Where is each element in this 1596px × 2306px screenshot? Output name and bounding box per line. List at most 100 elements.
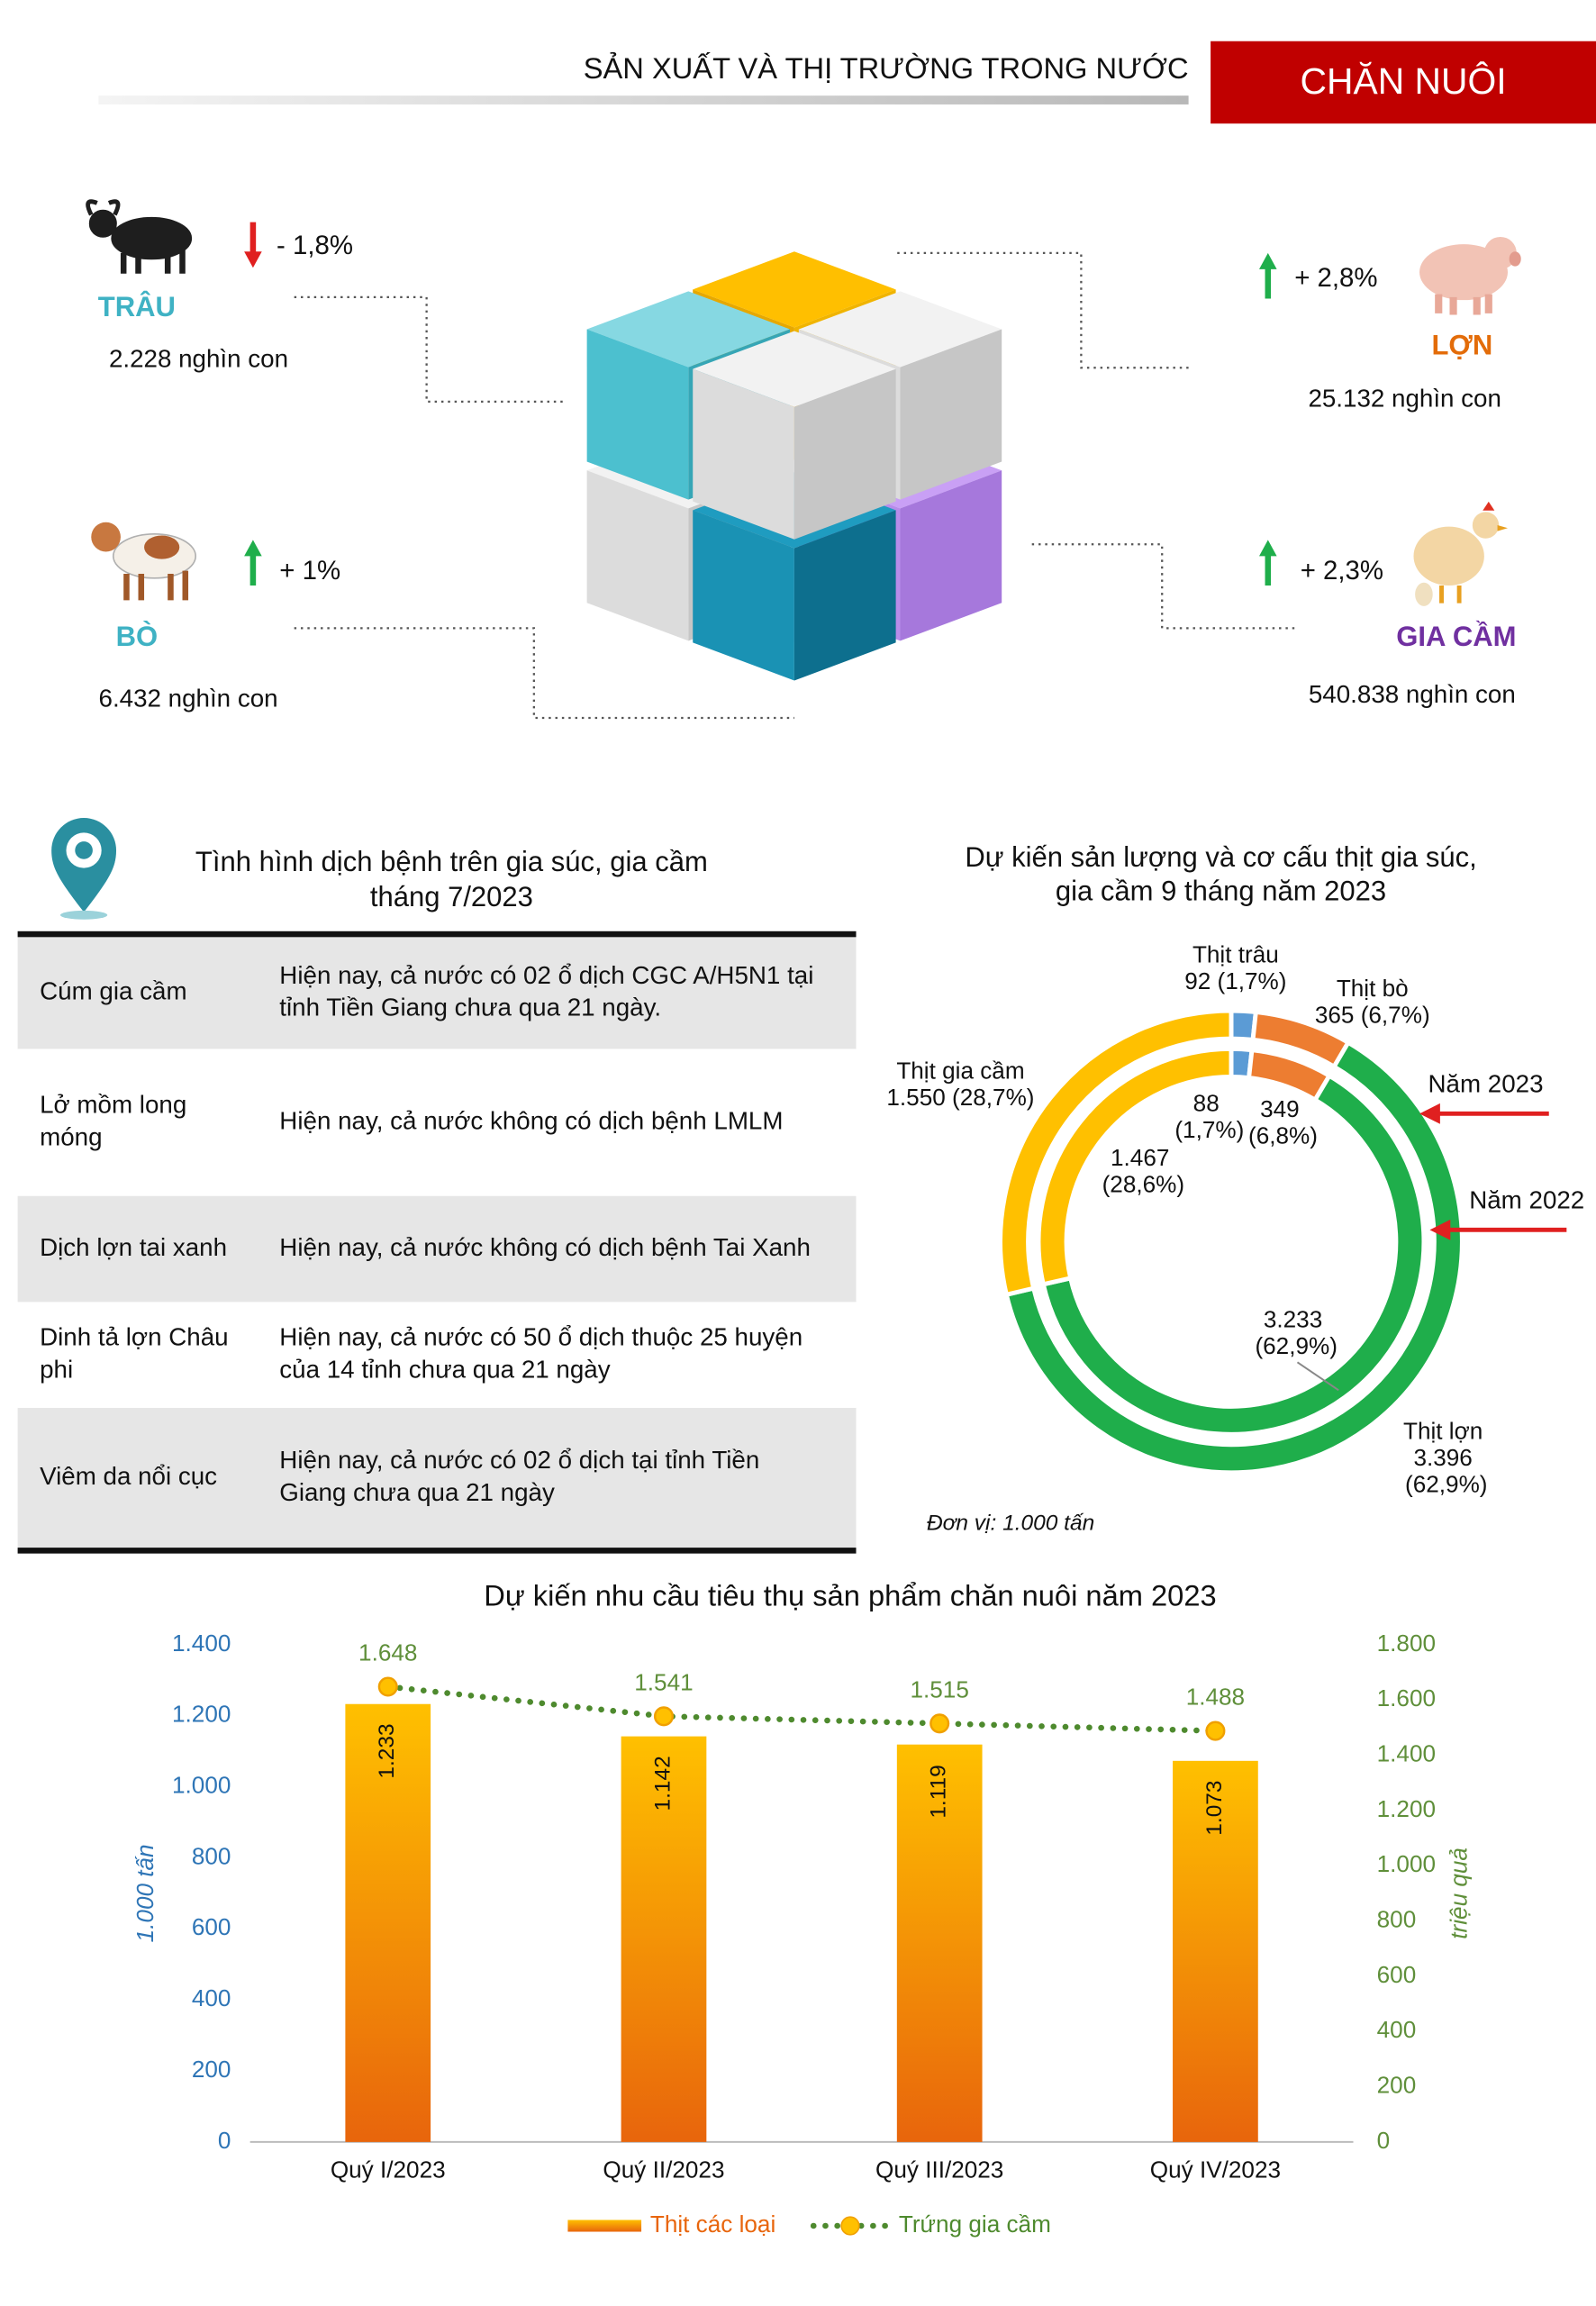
tick-label: 400 [1377,2016,1417,2043]
line-marker [377,1676,398,1697]
y2-axis-label: triệu quả [1446,1848,1473,1939]
legend-swatch [567,2220,642,2232]
line-value-label: 1.648 [358,1639,417,1666]
tick-label: 1.800 [1377,1630,1436,1657]
connector [1029,543,1295,630]
table-title: tháng 7/2023 [370,881,533,912]
animal-name: GIA CẦM [1396,621,1516,652]
table-rule [17,1548,857,1554]
disease-status: Hiện nay, cả nước có 02 ổ dịch CGC A/H5N… [279,961,813,989]
table-row-bg [17,1407,857,1548]
tick-label: 1.400 [1377,1739,1436,1766]
bar-value-label: 1.142 [650,1756,675,1811]
disease-name: Viêm da nổi cục [40,1462,217,1490]
disease-status: của 14 tỉnh chưa qua 21 ngày [279,1355,610,1383]
tick-label: 800 [192,1842,231,1869]
location-icon [51,818,117,920]
livestock-panel: - 1,8% TRÂU 2.228 nghìn con + 2,8% LỢN 25.132… [98,222,1516,713]
bar [896,1744,983,2142]
disease-status: Hiện nay, cả nước không có dịch bệnh LML… [279,1106,783,1134]
donut-segment [1040,1072,1427,1437]
table-rule [17,931,857,938]
tick-label: 200 [192,2056,231,2083]
disease-name: móng [40,1122,102,1150]
x-tick-label: Quý IV/2023 [1150,2156,1281,2183]
section-banner [1211,41,1596,124]
change-label: - 1,8% [277,231,353,260]
animal-name: TRÂU [98,290,176,322]
disease-name: Lở mồm long [40,1090,186,1118]
legend-label: Thịt các loại [650,2211,775,2238]
connector [897,251,1189,369]
connector [294,295,564,403]
legend-marker [840,2216,860,2236]
bar-value-label: 1.233 [375,1723,399,1778]
cube-face [900,470,1002,641]
animal-name: BÒ [116,620,159,652]
animal-count: 2.228 nghìn con [109,344,288,372]
trend-arrow-head [244,251,262,268]
cube-face [693,510,794,681]
donut-segment [998,1008,1234,1298]
tick-label: 200 [1377,2071,1417,2098]
disease-name: Cúm gia cầm [40,977,186,1005]
value-label: 365 (6,7%) [1315,1001,1430,1028]
unit-note: Đơn vị: 1.000 tấn [927,1511,1094,1535]
line-value-label: 1.541 [634,1668,693,1695]
change-label: + 2,3% [1301,556,1383,586]
tick-label: 1.000 [1377,1850,1436,1877]
animal-count: 6.432 nghìn con [99,685,278,713]
header-rule [98,95,1189,104]
bar [1173,1760,1258,2142]
bar [621,1736,707,2142]
table-row-bg [17,937,857,1049]
buffalo-icon [86,199,193,274]
category-label: Thịt trâu [1192,940,1279,967]
tick-label: 0 [218,2127,231,2154]
disease-status: Hiện nay, cả nước có 50 ổ dịch thuộc 25 … [279,1323,803,1351]
disease-table: Tình hình dịch bệnh trên gia súc, gia cầ… [17,846,857,1554]
disease-status: Hiện nay, cả nước không có dịch bệnh Tai… [279,1233,811,1261]
x-tick-label: Quý III/2023 [875,2156,1003,2183]
bar [345,1703,431,2142]
change-label: + 1% [279,556,340,586]
animal-count: 25.132 nghìn con [1308,385,1501,413]
ring-arrow-head [1429,1219,1451,1240]
chart-title: gia cầm 9 tháng năm 2023 [1056,876,1386,907]
disease-status: Hiện nay, cả nước có 02 ổ dịch tại tỉnh … [279,1446,759,1474]
cube-face [793,368,896,540]
bar-value-label: 1.073 [1202,1780,1227,1835]
value-label: 92 (1,7%) [1184,967,1286,994]
cube-face [693,331,896,407]
category-label: Thịt gia cầm [896,1057,1024,1084]
bar-value-label: 1.119 [927,1765,951,1818]
category-label: Thịt lợn [1403,1418,1483,1445]
category-label: Thịt bò [1337,975,1409,1002]
value-label: 3.233 (62,9%) [1248,1305,1338,1358]
value-label: 349 (6,8%) [1242,1095,1318,1148]
value-label: 3.396 (62,9%) [1399,1444,1488,1497]
tick-label: 0 [1377,2127,1391,2154]
animal-count: 540.838 nghìn con [1309,680,1516,708]
ring-arrow-head [1419,1103,1440,1124]
cube-face [900,329,1002,500]
tick-label: 1.200 [172,1701,231,1728]
value-label: 1.467 (28,6%) [1095,1144,1184,1197]
line [385,1684,1219,1734]
cube-graphic [586,251,1002,681]
disease-name: phi [40,1355,73,1383]
disease-status: Giang chưa qua 21 ngày [279,1478,555,1506]
table-row-bg [17,1195,857,1303]
combo-chart: Dự kiến nhu cầu tiêu thụ sản phẩm chăn n… [131,1578,1472,2238]
tick-label: 800 [1377,1905,1417,1932]
tick-label: 1.600 [1377,1684,1436,1711]
line-marker [929,1713,950,1734]
cube-face [793,510,896,681]
animal-name: LỢN [1431,330,1492,361]
line-marker [1205,1720,1226,1741]
leader-line [1296,1361,1339,1392]
trend-arrow-head [1259,252,1277,269]
chart-title: Dự kiến nhu cầu tiêu thụ sản phẩm chăn n… [484,1578,1216,1611]
value-label: 88 (1,7%) [1168,1089,1244,1142]
